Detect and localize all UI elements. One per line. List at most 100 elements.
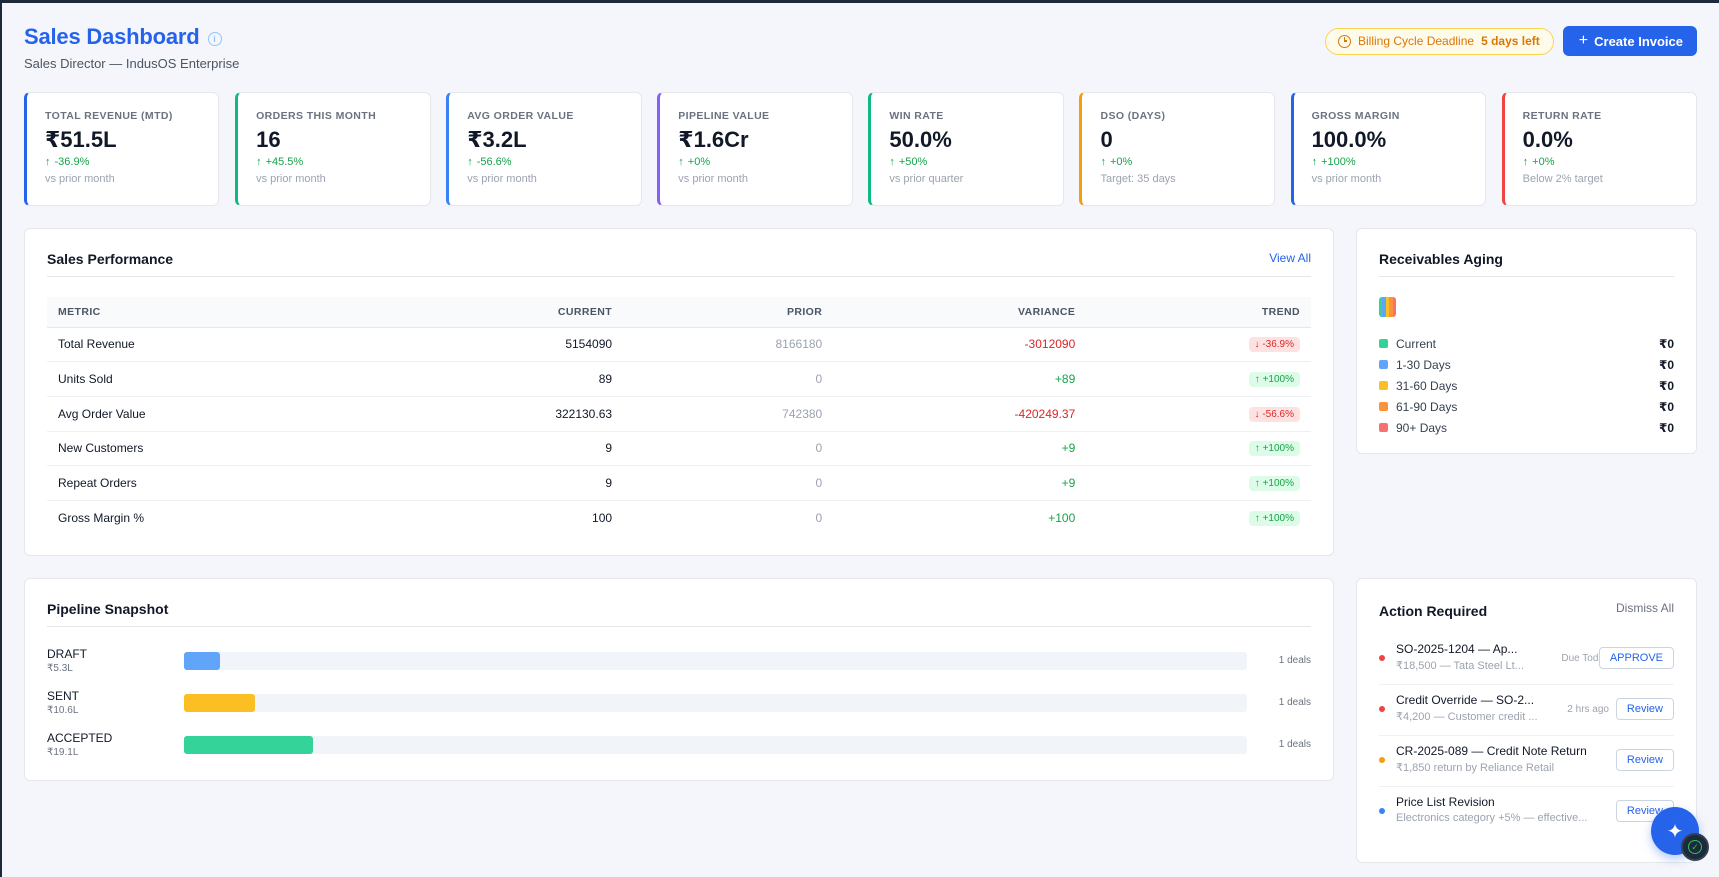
column-header: CURRENT — [382, 297, 624, 328]
action-item[interactable]: Price List Revision Electronics category … — [1379, 787, 1674, 838]
prior-cell: 0 — [623, 431, 834, 467]
review-button[interactable]: Review — [1615, 698, 1674, 720]
aging-label: 61-90 Days — [1396, 399, 1458, 414]
prior-cell: 0 — [623, 465, 834, 501]
action-time: 2 hrs ago — [1567, 704, 1609, 715]
review-button[interactable]: Review — [1615, 749, 1674, 771]
kpi-value: ₹1.6Cr — [678, 127, 749, 152]
action-item[interactable]: CR-2025-089 — Credit Note Return ₹1,850 r… — [1379, 736, 1674, 787]
info-icon[interactable]: i — [207, 31, 222, 46]
kpi-delta-value: +0% — [1109, 156, 1133, 168]
metric-cell: Total Revenue — [47, 327, 383, 363]
arrow-down-icon: ↓ — [1254, 339, 1263, 351]
table-row[interactable]: Repeat Orders 9 0 +9 ↑ +100% — [47, 465, 1311, 501]
trend-badge: ↑ +100% — [1248, 511, 1300, 527]
trend-cell: ↓ -56.6% — [1086, 396, 1311, 432]
arrow-up-icon: ↑ — [889, 156, 895, 168]
priority-dot — [1379, 757, 1385, 763]
arrow-up-icon: ↑ — [45, 156, 51, 168]
arrow-up-icon: ↑ — [1100, 156, 1106, 168]
kpi-note: vs prior month — [1311, 173, 1382, 185]
metric-cell: Gross Margin % — [58, 511, 145, 526]
kpi-card[interactable]: TOTAL REVENUE (MTD) ₹51.5L ↑ -36.9% vs prior… — [24, 92, 220, 206]
kpi-delta: ↑ +0% — [678, 156, 851, 168]
action-item[interactable]: Credit Override — SO-2... ₹4,200 — Custom… — [1379, 685, 1674, 736]
aging-label: 31-60 Days — [1396, 378, 1458, 393]
table-row[interactable]: Avg Order Value 322130.63 742380 -420249.37… — [47, 396, 1311, 432]
action-title: Credit Override — SO-2... — [1396, 693, 1535, 707]
legend-swatch — [1379, 381, 1388, 390]
kpi-row: TOTAL REVENUE (MTD) ₹51.5L ↑ -36.9% vs prior… — [24, 92, 1698, 206]
arrow-up-icon: ↑ — [1254, 478, 1263, 490]
view-all-link[interactable]: View All — [1269, 251, 1311, 265]
table-row[interactable]: Gross Margin % 100 0 +100 ↑ +100% — [47, 500, 1311, 535]
arrow-down-icon: ↓ — [1254, 408, 1263, 420]
action-title: SO-2025-1204 — Ap... — [1396, 642, 1518, 656]
legend-swatch — [1379, 402, 1388, 411]
aging-label: Current — [1396, 336, 1437, 351]
deadline-label: Billing Cycle Deadline — [1358, 34, 1475, 48]
dismiss-all-link[interactable]: Dismiss All — [1615, 601, 1674, 615]
kpi-delta: ↑ +45.5% — [256, 156, 429, 168]
pipeline-stage: ACCEPTED — [47, 731, 113, 745]
clock-icon — [1338, 34, 1352, 48]
action-subtitle: ₹4,200 — Customer credit ... — [1396, 711, 1538, 723]
trend-cell: ↑ +100% — [1086, 431, 1311, 467]
table-row[interactable]: New Customers 9 0 +9 ↑ +100% — [47, 431, 1311, 467]
kpi-delta-value: -56.6% — [476, 156, 512, 168]
receivables-aging-title: Receivables Aging — [1379, 251, 1503, 267]
kpi-value: 100.0% — [1311, 127, 1387, 152]
legend-swatch — [1379, 423, 1388, 432]
action-title: Price List Revision — [1396, 795, 1495, 809]
kpi-value: 16 — [256, 127, 281, 152]
aging-row: 61-90 Days ₹0 — [1379, 396, 1674, 417]
arrow-up-icon: ↑ — [1254, 374, 1263, 386]
table-row[interactable]: Units Sold 89 0 +89 ↑ +100% — [47, 361, 1311, 397]
prior-cell: 0 — [623, 361, 834, 397]
priority-dot — [1379, 808, 1385, 814]
column-header: PRIOR — [623, 297, 834, 328]
kpi-card[interactable]: PIPELINE VALUE ₹1.6Cr ↑ +0% vs prior month — [657, 92, 853, 206]
action-subtitle: Electronics category +5% — effective... — [1396, 812, 1588, 824]
kpi-delta-value: +45.5% — [265, 156, 304, 168]
pipeline-amount: ₹19.1L — [47, 747, 79, 758]
kpi-card[interactable]: RETURN RATE 0.0% ↑ +0% Below 2% target — [1501, 92, 1698, 206]
kpi-card[interactable]: AVG ORDER VALUE ₹3.2L ↑ -56.6% vs prior mont… — [446, 92, 642, 206]
arrow-up-icon: ↑ — [1522, 156, 1529, 168]
aging-amount: ₹0 — [1658, 336, 1674, 351]
action-item[interactable]: SO-2025-1204 — Ap... ₹18,500 — Tata Steel… — [1379, 634, 1674, 685]
aging-bar-segment — [1385, 297, 1390, 317]
metric-cell: New Customers — [47, 431, 383, 467]
pipeline-row[interactable]: SENT ₹10.6L 1 deals — [47, 689, 1311, 731]
pipeline-row[interactable]: DRAFT ₹5.3L 1 deals — [47, 647, 1311, 689]
kpi-label: TOTAL REVENUE (MTD) — [45, 110, 173, 122]
pipeline-stage: SENT — [47, 689, 80, 703]
pipeline-row[interactable]: ACCEPTED ₹19.1L 1 deals — [47, 731, 1311, 773]
pipeline-count: 1 deals — [1278, 655, 1311, 666]
kpi-card[interactable]: WIN RATE 50.0% ↑ +50% vs prior quarter — [868, 92, 1064, 206]
pipeline-snapshot-panel: Pipeline Snapshot DRAFT ₹5.3L 1 deals SENT ₹… — [24, 578, 1334, 781]
aging-legend: Current ₹0 1-30 Days ₹0 31-60 Days ₹0 61-90 Da… — [1379, 333, 1674, 438]
aging-stacked-bar — [1379, 297, 1396, 317]
status-check-badge[interactable]: ✓ — [1681, 833, 1709, 861]
table-row[interactable]: Total Revenue 5154090 8166180 -3012090 ↓ -36… — [47, 327, 1311, 363]
aging-row: Current ₹0 — [1379, 333, 1674, 354]
column-header: METRIC — [47, 297, 383, 328]
billing-deadline-badge: Billing Cycle Deadline 5 days left — [1325, 27, 1554, 55]
variance-cell: +89 — [833, 361, 1087, 397]
kpi-card[interactable]: GROSS MARGIN 100.0% ↑ +100% vs prior month — [1290, 92, 1486, 206]
kpi-value: 50.0% — [889, 127, 952, 152]
current-cell: 9 — [382, 431, 624, 467]
kpi-card[interactable]: ORDERS THIS MONTH 16 ↑ +45.5% vs prior month — [235, 92, 431, 206]
aging-row: 31-60 Days ₹0 — [1379, 375, 1674, 396]
aging-amount: ₹0 — [1658, 378, 1674, 393]
kpi-card[interactable]: DSO (DAYS) 0 ↑ +0% Target: 35 days — [1079, 92, 1275, 206]
aging-bar-segment — [1392, 297, 1396, 317]
pipeline-rows: DRAFT ₹5.3L 1 deals SENT ₹10.6L 1 deals ACCEPT… — [47, 647, 1311, 773]
approve-button[interactable]: APPROVE — [1598, 647, 1674, 669]
create-invoice-button[interactable]: + Create Invoice — [1562, 26, 1697, 56]
trend-value: -36.9% — [1262, 339, 1294, 351]
aging-label: 1-30 Days — [1396, 357, 1451, 372]
variance-cell: -420249.37 — [833, 396, 1087, 432]
page-header: Sales Dashboard i Sales Director — Indus… — [24, 24, 1697, 74]
